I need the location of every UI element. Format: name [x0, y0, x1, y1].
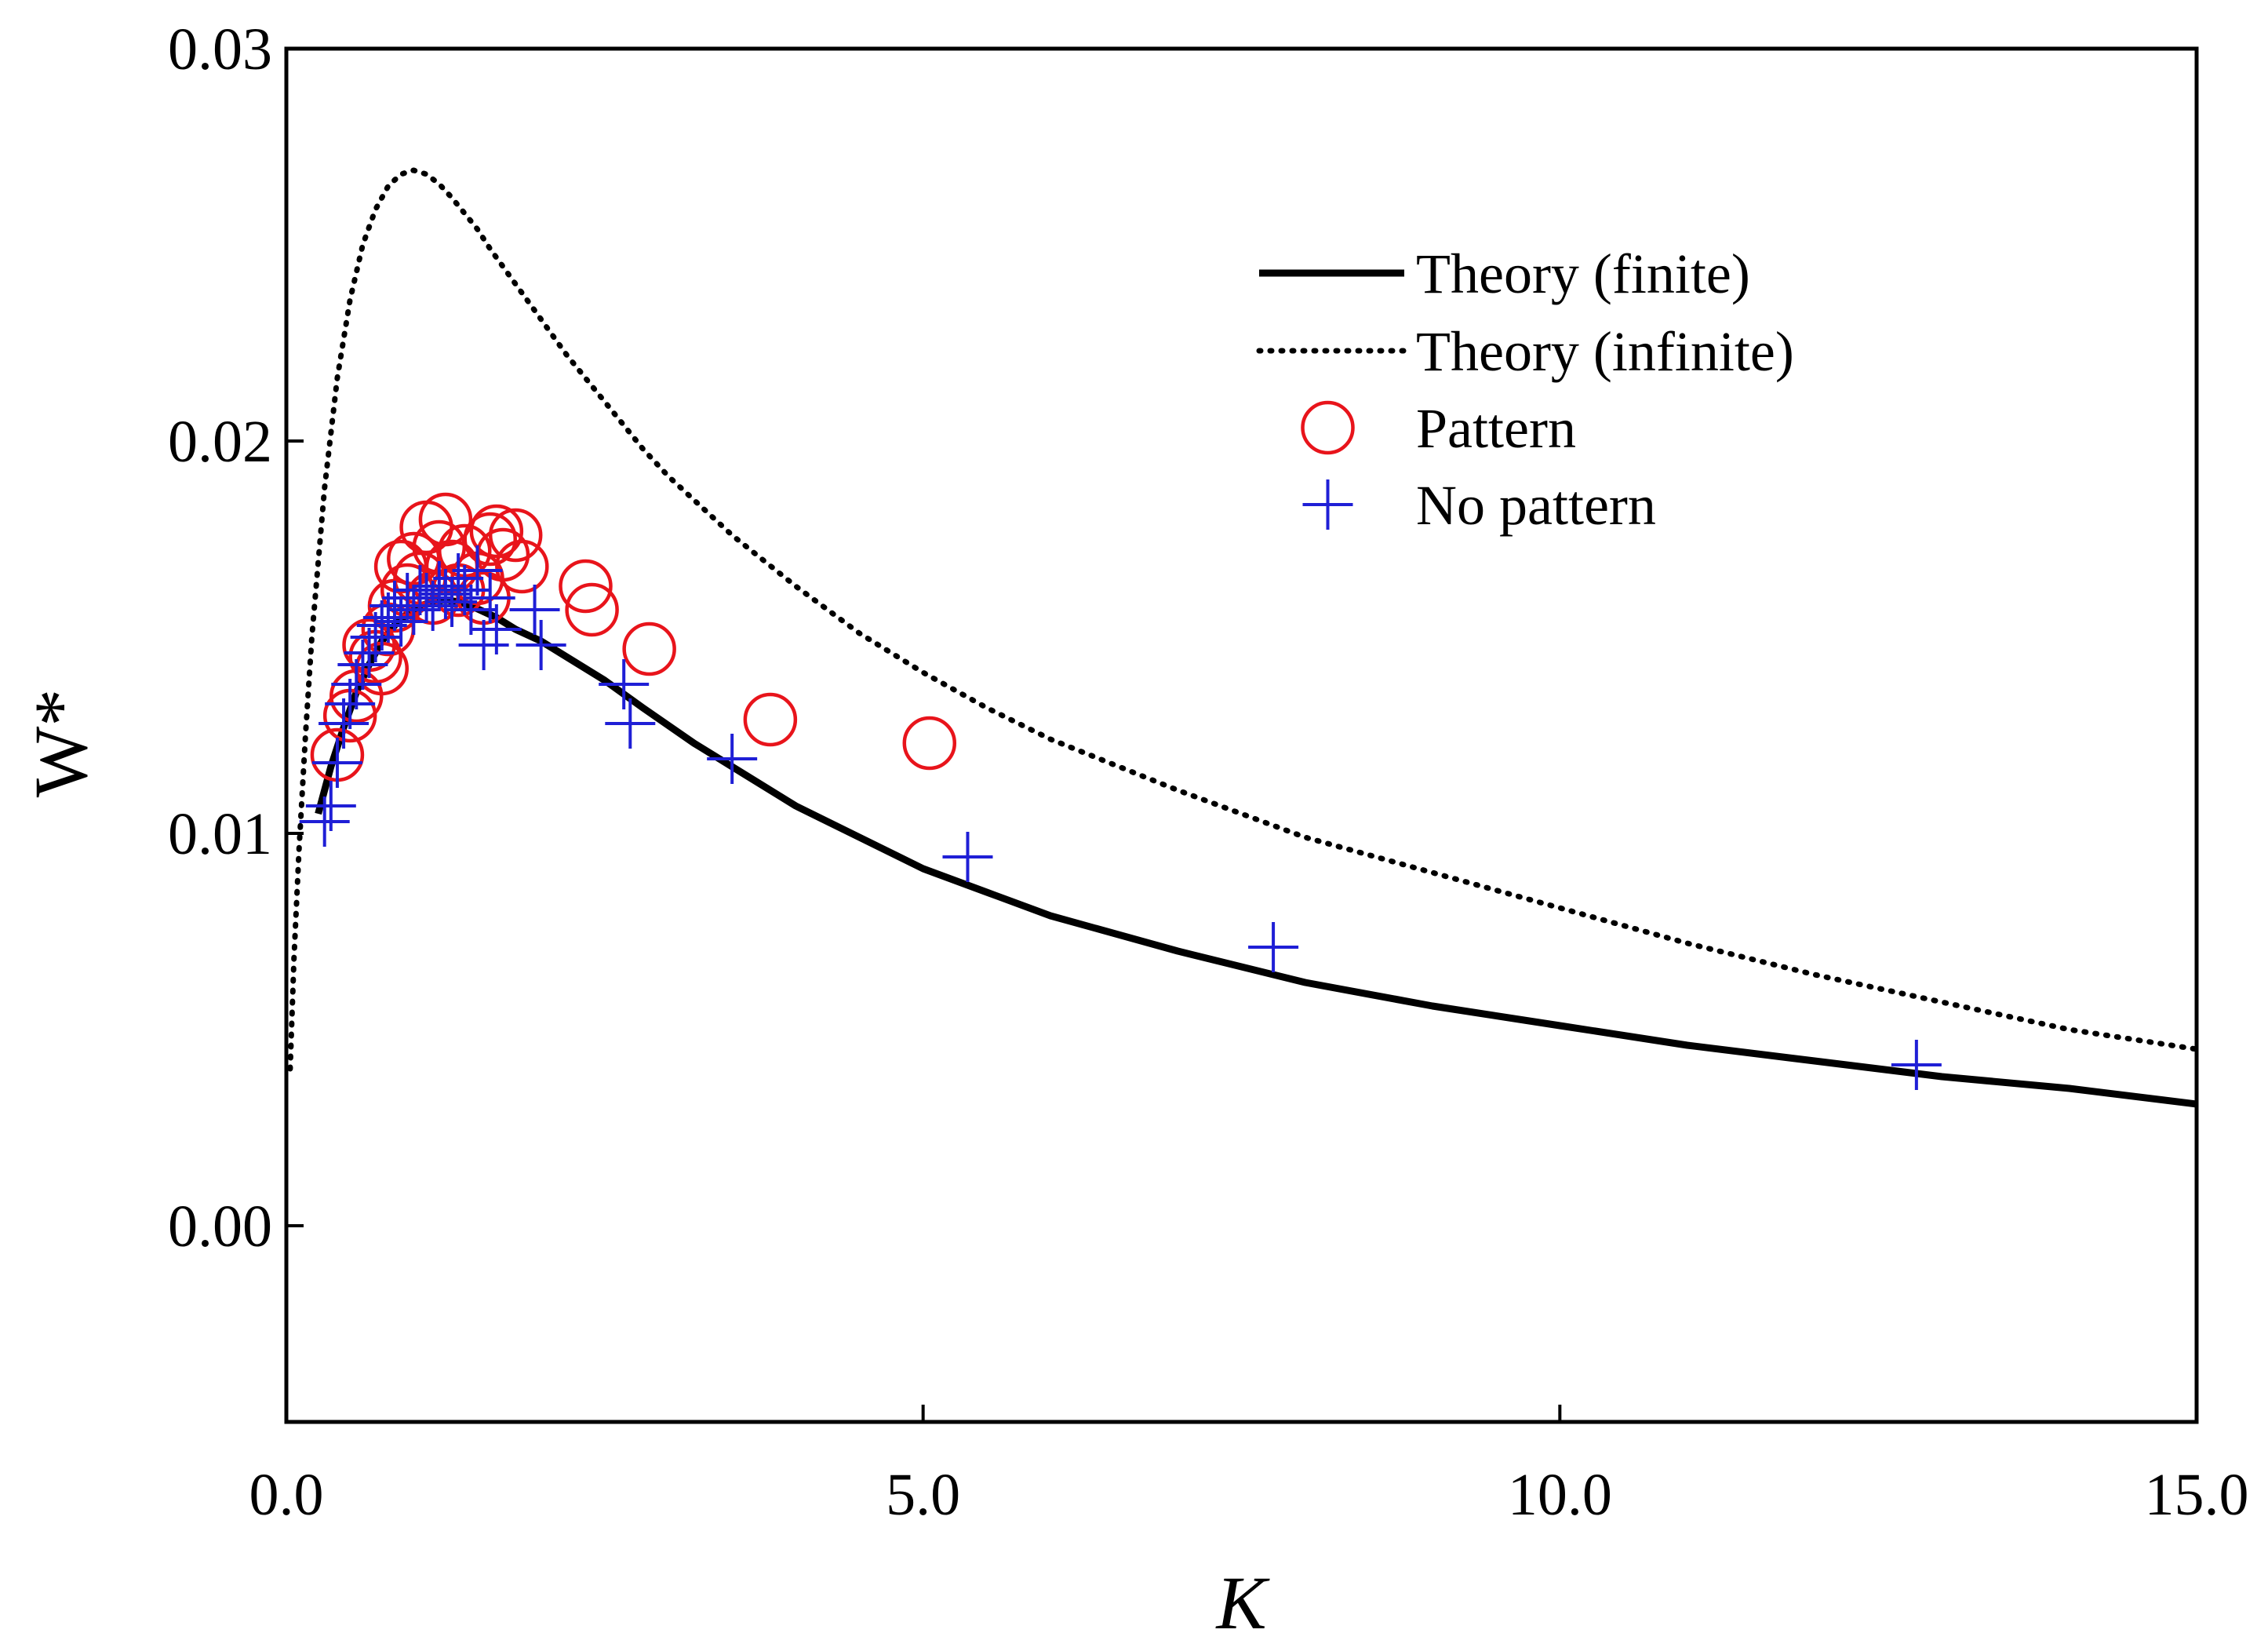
no-pattern-point — [362, 592, 413, 643]
no-pattern-point — [311, 738, 362, 788]
no-pattern-point — [605, 698, 656, 749]
legend-item: Theory (infinite) — [1256, 320, 1794, 383]
pattern-point — [622, 622, 676, 676]
no-pattern-point — [427, 577, 478, 627]
pattern-point — [418, 492, 473, 547]
legend-item: Pattern — [1301, 397, 1576, 460]
no-pattern-point — [515, 620, 566, 670]
legend-label: Theory (infinite) — [1416, 320, 1794, 383]
y-axis-title: W* — [19, 689, 103, 798]
no-pattern-point — [407, 581, 458, 631]
no-pattern-point — [376, 596, 427, 647]
pattern-point — [463, 512, 517, 567]
legend: Theory (finite) Theory (infinite) Pattern N… — [1256, 242, 1794, 537]
y-tick-label: 0.01 — [168, 801, 272, 867]
no-pattern-point — [599, 659, 650, 709]
no-pattern-point — [305, 781, 356, 831]
legend-label: Theory (finite) — [1416, 242, 1750, 305]
pattern-point — [488, 508, 543, 563]
pattern-point — [495, 539, 549, 594]
no-pattern-series — [299, 545, 1942, 1090]
legend-plus-swatch — [1302, 479, 1353, 530]
no-pattern-point — [509, 585, 560, 635]
pattern-point — [902, 716, 957, 771]
no-pattern-point — [401, 573, 452, 623]
series-layer — [287, 167, 2197, 1108]
plot-frame — [284, 46, 2199, 1424]
legend-item: Theory (finite) — [1259, 242, 1750, 305]
y-tick-label: 0.03 — [168, 16, 272, 82]
pattern-point — [565, 582, 619, 637]
no-pattern-point — [331, 659, 382, 709]
no-pattern-point — [439, 565, 490, 615]
no-pattern-point — [464, 573, 515, 623]
no-pattern-point — [356, 600, 407, 651]
y-axis-ticks: 0.00 0.01 0.02 0.03 — [168, 16, 304, 1259]
legend-label: Pattern — [1416, 397, 1576, 460]
no-pattern-point — [433, 553, 484, 603]
legend-item: No pattern — [1302, 474, 1656, 537]
x-tick-label: 0.0 — [249, 1462, 324, 1528]
no-pattern-point — [452, 545, 503, 596]
plot-area — [287, 167, 2197, 1108]
no-pattern-point — [942, 832, 993, 882]
no-pattern-point — [1891, 1040, 1942, 1090]
x-axis-ticks: 0.0 5.0 10.0 15.0 — [249, 1405, 2249, 1528]
x-axis-title: K — [1214, 1561, 1270, 1644]
theory-infinite-line — [287, 167, 2197, 1072]
no-pattern-point — [350, 612, 401, 662]
no-pattern-point — [319, 698, 370, 749]
legend-label: No pattern — [1416, 474, 1656, 537]
pattern-point — [469, 504, 524, 559]
x-tick-label: 15.0 — [2145, 1462, 2249, 1528]
pattern-point — [559, 559, 613, 614]
pattern-point — [743, 692, 798, 747]
no-pattern-point — [1248, 922, 1299, 972]
no-pattern-point — [446, 585, 497, 635]
theory-finite-line — [315, 596, 2197, 1108]
legend-circle-swatch — [1301, 400, 1355, 455]
no-pattern-point — [707, 734, 758, 784]
no-pattern-point — [337, 640, 388, 690]
x-tick-label: 5.0 — [886, 1462, 960, 1528]
no-pattern-point — [471, 604, 522, 654]
x-tick-label: 10.0 — [1508, 1462, 1612, 1528]
y-tick-label: 0.02 — [168, 409, 272, 475]
no-pattern-point — [325, 679, 376, 729]
y-tick-label: 0.00 — [168, 1194, 272, 1259]
no-pattern-point — [388, 585, 439, 635]
